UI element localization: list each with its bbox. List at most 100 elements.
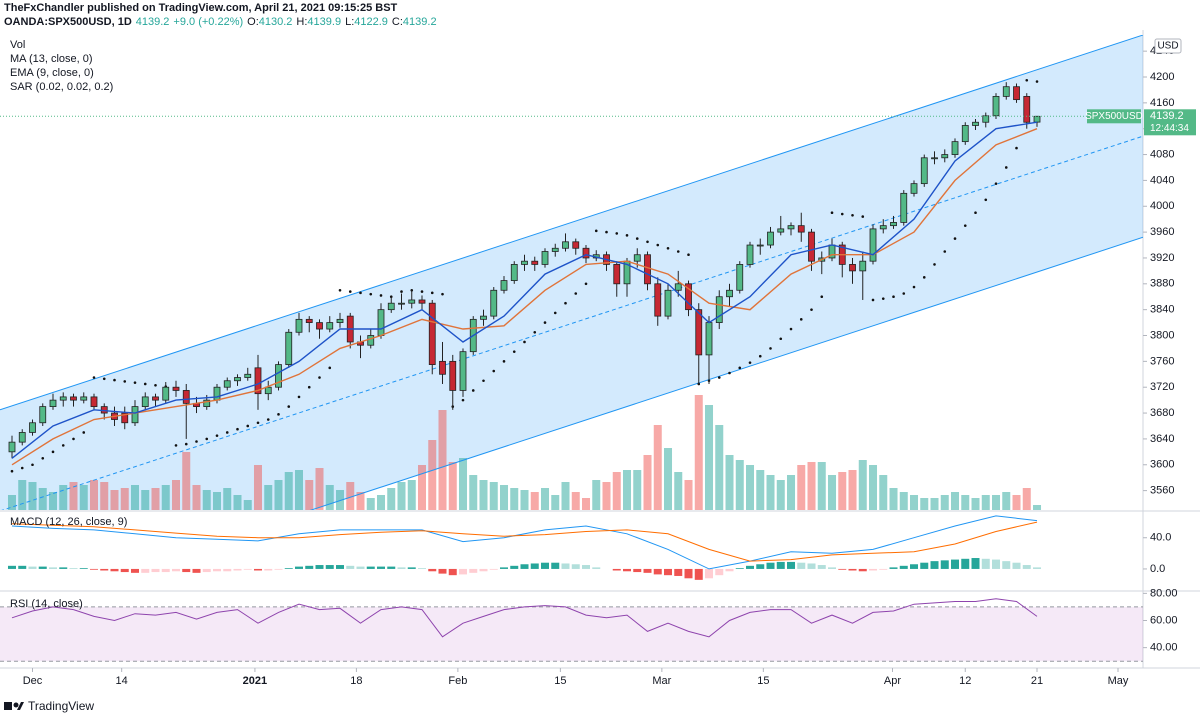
candle-body: [510, 264, 518, 281]
volume-bar: [920, 498, 929, 510]
change: +9.0 (+0.22%): [173, 16, 244, 28]
candle-body: [305, 318, 313, 323]
x-tick-label: May: [1108, 675, 1129, 687]
volume-bar: [899, 492, 908, 510]
sar-dot: [615, 232, 619, 235]
histogram-bar: [69, 568, 78, 569]
histogram-bar: [438, 568, 447, 574]
volume-bar: [571, 492, 580, 510]
volume-bar: [438, 410, 447, 510]
main-pane: [0, 35, 1143, 510]
y-tick-label: 3760: [1150, 355, 1174, 367]
sar-dot: [41, 456, 45, 460]
sar-dot: [738, 366, 742, 370]
volume-bar: [510, 488, 519, 510]
y-tick-label: 3840: [1150, 304, 1174, 316]
volume-bar: [243, 500, 252, 510]
volume-bar: [28, 482, 37, 510]
histogram-bar: [971, 558, 980, 569]
sar-dot: [215, 434, 219, 437]
sar-dot: [779, 337, 783, 341]
sar-dot: [92, 376, 96, 379]
y-tick-label: 40.00: [1150, 642, 1178, 654]
volume-bar: [633, 470, 642, 510]
sar-dot: [820, 295, 824, 299]
sar-dot: [1015, 146, 1018, 150]
volume-bar: [807, 462, 816, 510]
x-tick-label: 21: [1031, 675, 1043, 687]
histogram-bar: [294, 566, 303, 569]
histogram-bar: [694, 568, 703, 580]
legend-entry: SAR (0.02, 0.02, 0.2): [10, 81, 113, 93]
sar-dot: [697, 382, 701, 386]
countdown: 12:44:34: [1150, 123, 1189, 134]
candle-body: [49, 399, 57, 407]
sar-dot: [851, 214, 854, 217]
sar-dot: [984, 198, 988, 202]
histogram-bar: [961, 558, 970, 569]
candle-body: [951, 141, 959, 155]
sar-dot: [902, 292, 906, 295]
candle-body: [920, 157, 928, 185]
y-tick-label: 4160: [1150, 97, 1174, 109]
y-tick-label: 3600: [1150, 459, 1174, 471]
volume-bar: [18, 480, 27, 510]
volume-bar: [858, 460, 867, 510]
candle-body: [1023, 95, 1031, 123]
sar-dot: [359, 291, 362, 295]
histogram-bar: [858, 568, 867, 572]
candle-body: [644, 254, 651, 285]
histogram-bar: [202, 568, 211, 573]
candle-body: [295, 318, 303, 333]
volume-bar: [776, 480, 785, 510]
sar-dot: [51, 450, 55, 454]
volume-bar: [79, 485, 88, 510]
y-tick-label: 3800: [1150, 329, 1174, 341]
histogram-bar: [233, 568, 242, 571]
histogram-bar: [253, 568, 262, 571]
pane-title: MACD (12, 26, close, 9): [10, 516, 127, 528]
volume-bar: [889, 488, 898, 510]
histogram-bar: [848, 568, 857, 571]
y-tick-label: 4080: [1150, 148, 1174, 160]
y-tick-label: 3880: [1150, 278, 1174, 290]
volume-bar: [182, 452, 191, 510]
indicator-line: [11, 598, 1038, 638]
volume-bar: [746, 465, 755, 510]
candle-body: [428, 302, 436, 365]
histogram-bar: [725, 568, 734, 572]
volume-bar: [335, 490, 344, 510]
price-label: 4139.2: [1150, 110, 1184, 122]
candle-body: [29, 422, 36, 433]
sar-dot: [174, 444, 178, 447]
sar-dot: [400, 290, 403, 293]
currency-box: [1154, 38, 1182, 54]
candle-body: [664, 289, 672, 317]
histogram-bar: [561, 563, 570, 569]
candle-body: [736, 264, 744, 291]
volume-bar: [838, 472, 847, 510]
sar-dot: [482, 379, 485, 383]
volume-bar: [366, 498, 375, 510]
sar-dot: [82, 431, 86, 434]
last-price: 4139.2: [135, 16, 170, 28]
candle-body: [972, 121, 979, 126]
histogram-bar: [992, 559, 1001, 569]
histogram-bar: [500, 567, 509, 569]
histogram-bar: [1033, 567, 1042, 569]
volume-bar: [951, 492, 960, 510]
sar-dot: [748, 361, 752, 364]
candle-body: [674, 283, 682, 291]
volume-bar: [940, 495, 949, 510]
candle-body: [767, 231, 774, 246]
volume-bar: [1002, 492, 1011, 510]
candle-body: [715, 296, 723, 323]
sar-dot: [666, 246, 670, 250]
histogram-bar: [397, 567, 406, 569]
x-tick-label: Feb: [448, 675, 467, 687]
volume-bar: [1012, 495, 1021, 510]
histogram-bar: [110, 568, 119, 572]
histogram-bar: [899, 565, 908, 569]
candle-body: [459, 351, 467, 391]
sar-dot: [307, 385, 311, 389]
